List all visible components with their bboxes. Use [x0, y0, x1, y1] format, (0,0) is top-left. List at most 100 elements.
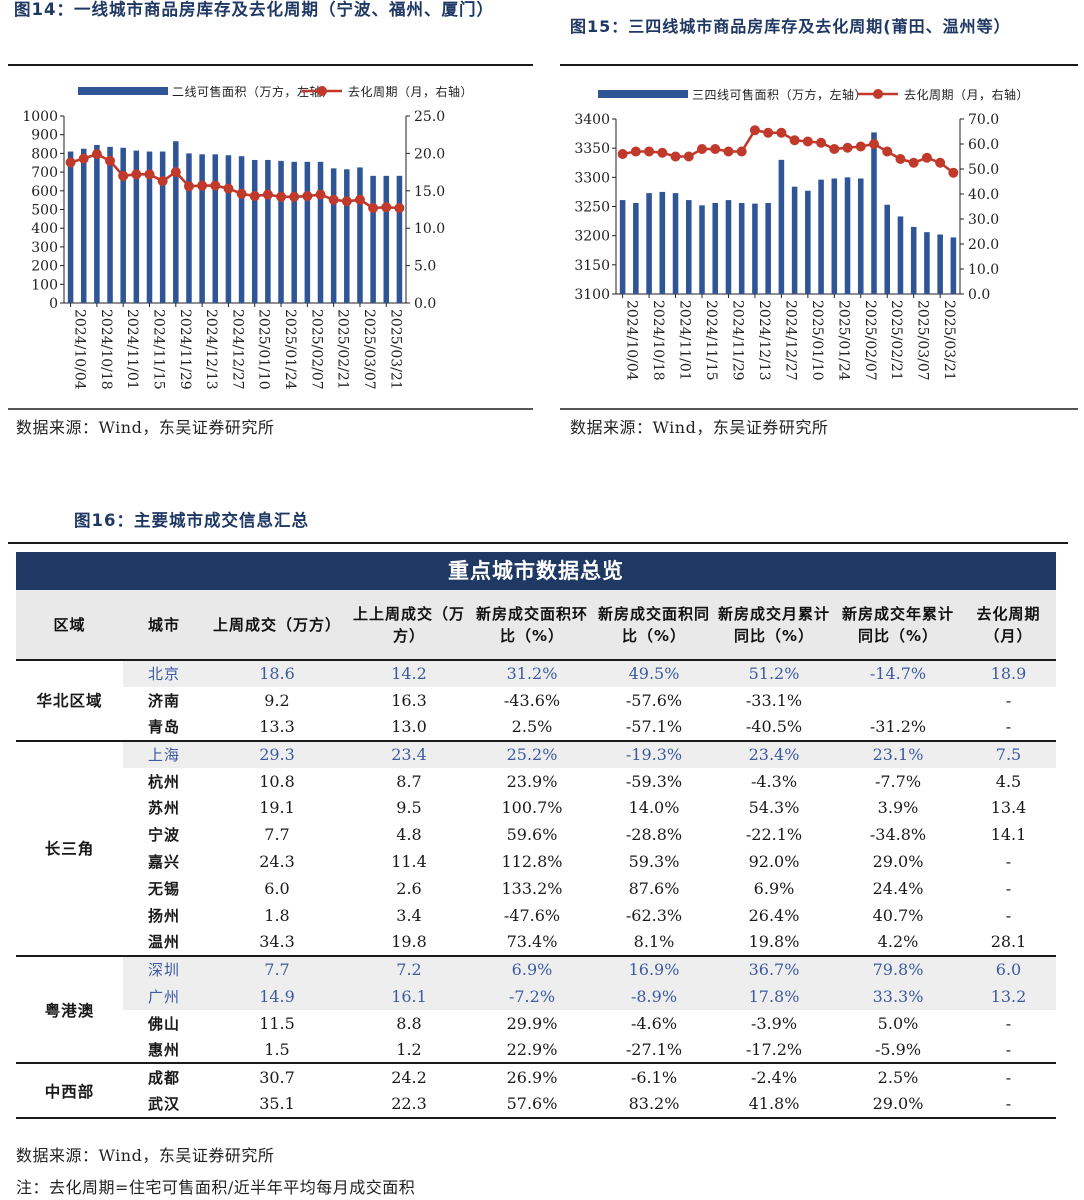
x-tick-label: 2025/02/21	[888, 300, 904, 381]
right-tick-label: 0.0	[968, 287, 990, 303]
cycle-point	[354, 194, 365, 205]
column-header: 区域	[16, 590, 123, 660]
region-cell: 华北区域	[16, 659, 123, 741]
value-cell: 16.3	[391, 690, 427, 710]
city-cell: 上海	[123, 739, 205, 768]
bar	[265, 159, 271, 303]
value-cell: 87.6%	[628, 879, 680, 899]
cycle-point	[630, 146, 641, 157]
cycle-point	[842, 142, 853, 153]
cycle-point	[948, 167, 959, 178]
bar	[212, 154, 219, 303]
bar	[831, 178, 838, 294]
value-cell: -	[1005, 690, 1012, 710]
cycle-point	[236, 188, 247, 199]
value-cell: -	[1005, 905, 1012, 925]
table-row: 杭州 10.8 8.7 23.9% -59.3% -4.3% -7.7% 4.5	[16, 768, 1056, 795]
cycle-point	[921, 152, 932, 163]
value-cell: -43.6%	[503, 690, 561, 710]
left-tick-label: 400	[31, 221, 58, 237]
right-tick-label: 25.0	[414, 109, 445, 125]
value-cell: -8.9%	[595, 982, 713, 1010]
bar	[383, 175, 390, 303]
value-cell: -7.7%	[874, 771, 922, 791]
cycle-point	[289, 191, 300, 202]
bar	[107, 146, 113, 303]
value-cell: 26.9%	[469, 1062, 595, 1091]
x-tick-label: 2025/02/07	[862, 300, 878, 381]
cycle-point	[105, 155, 116, 166]
value-cell: -4.6%	[630, 1013, 678, 1033]
fig14-chart: 0 100 200 300 400 500 600 700 800 900 1000 0.0 5.0 10…	[22, 84, 473, 390]
value-cell: 100.7%	[501, 798, 563, 818]
bar	[844, 177, 851, 294]
left-tick-label: 300	[31, 240, 58, 256]
cycle-point	[697, 144, 707, 154]
value-cell: 112.8%	[501, 852, 563, 872]
cycle-point	[328, 194, 339, 205]
value-cell: 24.3	[259, 852, 295, 872]
value-cell: 23.1%	[835, 739, 961, 768]
legend-bar-label: 二线可售面积（万方，左轴）	[172, 84, 335, 99]
legend-line-label: 去化周期（月，右轴）	[348, 84, 473, 99]
x-tick-label: 2024/10/04	[624, 300, 640, 381]
value-cell: 23.4%	[713, 739, 835, 768]
x-tick-label: 2024/10/18	[650, 300, 666, 381]
x-tick-label: 2025/01/24	[282, 309, 298, 390]
value-cell: 28.1	[990, 932, 1027, 952]
cycle-line	[622, 128, 955, 174]
bar	[791, 186, 798, 294]
fig14-bottom-rule	[8, 408, 533, 410]
city-summary-table: 重点城市数据总览 区域 城市 上周成交（万方） 上上周成交（万方） 新房成交面积环比（%…	[16, 552, 1056, 1120]
cycle-point	[118, 170, 129, 181]
table-row: 扬州 1.8 3.4 -47.6% -62.3% 26.4% 40.7% -	[16, 902, 1056, 929]
value-cell: 79.8%	[835, 954, 961, 983]
value-cell: -34.8%	[869, 825, 927, 845]
bar	[251, 159, 258, 303]
bar	[133, 150, 140, 303]
city-cell: 扬州	[147, 906, 180, 925]
value-cell: 7.7	[264, 825, 290, 845]
city-cell: 北京	[123, 659, 205, 687]
bar	[646, 193, 652, 294]
value-cell: 11.4	[391, 852, 427, 872]
cycle-point	[855, 141, 866, 152]
region-cell: 长三角	[16, 739, 123, 956]
bar	[699, 205, 705, 294]
value-cell: 25.2%	[469, 739, 595, 768]
value-cell: 59.6%	[506, 825, 558, 845]
table-row: 宁波 7.7 4.8 59.6% -28.8% -22.1% -34.8% 14.1	[16, 821, 1056, 848]
cycle-point	[197, 180, 208, 191]
left-tick-label: 900	[31, 128, 58, 144]
value-cell: 33.3%	[835, 982, 961, 1010]
column-header: 新房成交月累计同比（%）	[713, 590, 835, 660]
table-row: 武汉 35.1 22.3 57.6% 83.2% 41.8% 29.0% -	[16, 1090, 1056, 1117]
value-cell: -4.3%	[750, 771, 798, 791]
bar	[278, 160, 284, 303]
value-cell: 54.3%	[748, 798, 800, 818]
bar	[659, 191, 666, 294]
value-cell: 7.2	[349, 954, 469, 983]
x-tick-label: 2024/11/01	[124, 309, 140, 390]
right-tick-label: 50.0	[968, 162, 999, 178]
value-cell: 73.4%	[506, 932, 558, 952]
bar	[291, 161, 297, 303]
value-cell: -22.1%	[745, 825, 803, 845]
legend-line-label: 去化周期（月，右轴）	[904, 87, 1029, 102]
cycle-point	[78, 153, 89, 164]
left-tick-label: 3200	[574, 229, 610, 245]
left-tick-label: 500	[31, 203, 58, 219]
bar	[910, 226, 917, 294]
x-tick-label: 2025/02/07	[308, 309, 324, 390]
fig16-title: 图16：主要城市成交信息汇总	[74, 511, 309, 530]
x-tick-label: 2024/11/15	[151, 309, 167, 390]
legend-line-marker	[317, 86, 327, 96]
value-cell: 83.2%	[628, 1094, 680, 1114]
cycle-point	[262, 189, 273, 200]
value-cell: 35.1	[259, 1094, 295, 1114]
left-tick-label: 3150	[574, 258, 610, 274]
fig15-chart: 3100 3150 3200 3250 3300 3350 3400 0.0 10.0 20.0 3…	[574, 87, 1029, 381]
city-cell: 成都	[123, 1062, 205, 1091]
city-cell: 武汉	[147, 1095, 180, 1114]
legend-bar-swatch	[78, 87, 168, 95]
